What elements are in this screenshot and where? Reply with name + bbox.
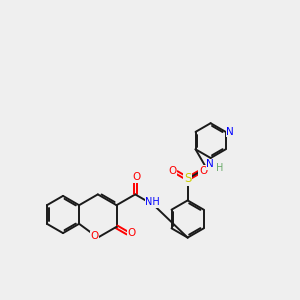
Text: O: O: [128, 228, 136, 238]
Text: O: O: [133, 172, 141, 182]
Text: N: N: [226, 127, 234, 137]
Text: O: O: [199, 166, 207, 176]
Text: O: O: [168, 166, 176, 176]
Text: O: O: [90, 231, 98, 241]
Text: NH: NH: [145, 197, 160, 207]
Text: N: N: [206, 159, 214, 170]
Text: H: H: [216, 163, 224, 173]
Text: S: S: [184, 172, 191, 185]
